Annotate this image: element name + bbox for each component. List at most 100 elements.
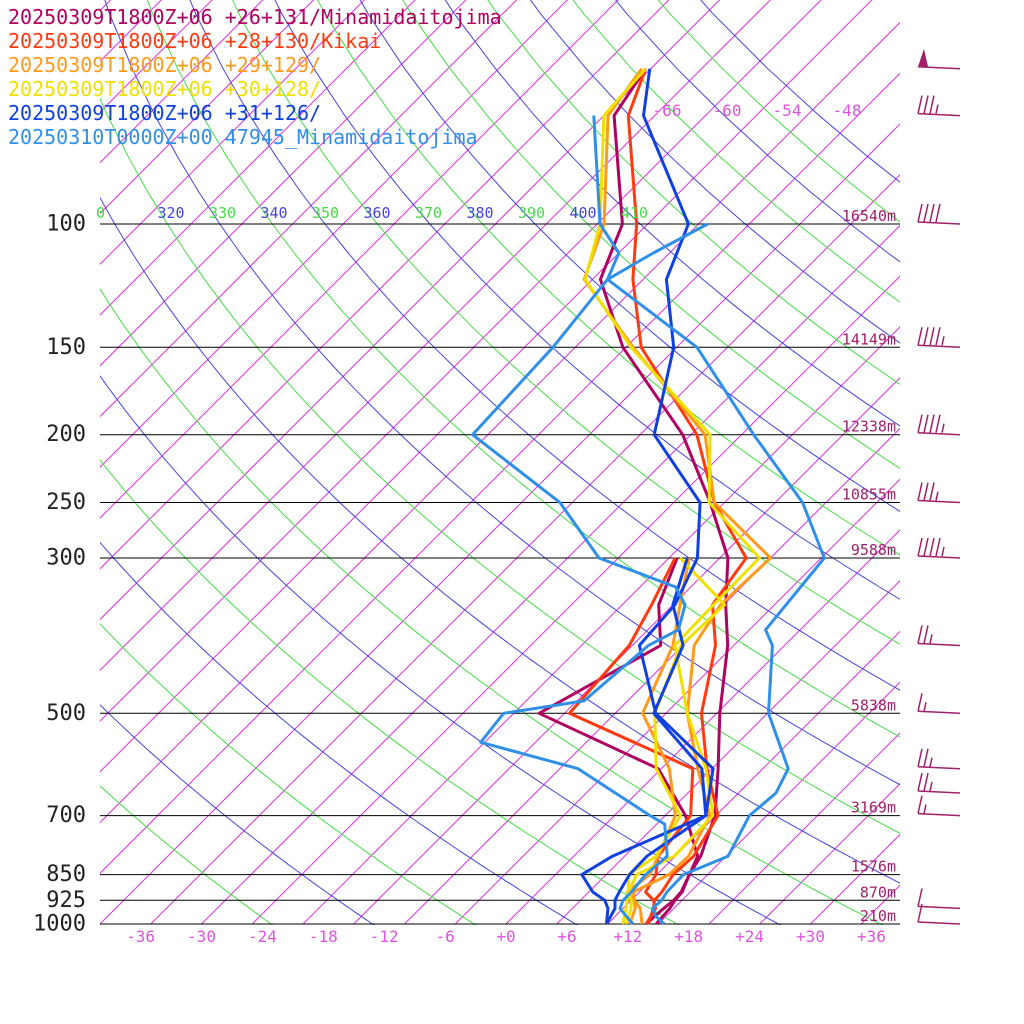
wind-barb-flag	[917, 748, 923, 767]
temperature-tick-label: -6	[435, 927, 454, 946]
temperature-tick-label: +0	[496, 927, 515, 946]
dry-adiabat-line	[189, 0, 900, 691]
theta-label: 340	[261, 204, 288, 222]
theta-label: 410	[621, 204, 648, 222]
theta-label: 400	[570, 204, 597, 222]
wind-barb-half-flag	[929, 781, 933, 792]
theta-label: 370	[415, 204, 442, 222]
dry-adiabat-lines	[100, 0, 900, 925]
wind-barb-flag	[917, 795, 923, 814]
height-labels: 16540m 14149m 12338m 10855m 9588m 5838m 3169m 1…	[842, 207, 896, 925]
wind-barb	[917, 48, 961, 70]
dry-adiabat-line	[100, 541, 579, 925]
wind-barb-flag	[923, 772, 929, 792]
isotherm-line	[556, 580, 900, 925]
dry-adiabat-line	[100, 459, 680, 925]
wind-barb-half-flag	[941, 546, 945, 557]
temperature-tick-label: -18	[309, 927, 338, 946]
wind-barb-flag	[929, 95, 935, 114]
dewpoint-profile-line	[621, 556, 727, 925]
isotherm-line	[404, 427, 900, 925]
isotherm-line	[100, 0, 416, 316]
temperature-tick-label: -36	[126, 927, 155, 946]
wind-barb-flag	[935, 327, 941, 346]
legend-entry: 20250309T1800Z+06 +29+129/	[8, 53, 321, 77]
pressure-tick-label: 700	[46, 803, 86, 828]
wind-barb-flag	[923, 625, 929, 644]
isotherm-line	[454, 478, 900, 925]
isotherm-line	[100, 0, 315, 215]
isotherm-line	[251, 275, 900, 925]
isotherm-line	[100, 123, 900, 925]
height-label: 1576m	[851, 858, 896, 876]
dry-adiabat-line	[146, 0, 900, 738]
dry-adiabat-line	[100, 196, 900, 884]
pressure-tick-label: 1000	[33, 912, 86, 937]
pressure-tick-label: 150	[46, 335, 86, 360]
wind-barb	[917, 748, 961, 770]
isotherm-line	[963, 0, 1024, 924]
isotherm-line	[100, 0, 822, 722]
wind-barb-shaft	[917, 812, 961, 817]
wind-barb-flag	[929, 327, 935, 346]
dry-adiabat-line	[232, 0, 900, 645]
wind-barbs	[917, 48, 961, 925]
temperature-tick-label: -30	[187, 927, 216, 946]
pressure-tick-label: 300	[46, 545, 86, 570]
isotherm-line	[912, 0, 1024, 924]
isotherm-line	[302, 326, 900, 925]
wind-barb-flag	[923, 748, 929, 767]
legend-entry: 20250309T1800Z+06 +26+131/Minamidaitojim…	[8, 5, 502, 29]
legend-entry: 20250309T1800Z+06 +31+126/	[8, 101, 321, 125]
wind-barb-shaft	[917, 499, 961, 504]
isotherm-line	[607, 630, 900, 925]
temperature-tick-label: +6	[557, 927, 576, 946]
wind-barb	[917, 95, 961, 117]
dry-adiabat-line	[100, 704, 375, 925]
dry-adiabat-line	[100, 623, 477, 925]
wind-barb-flag	[923, 203, 929, 223]
wind-barb-flag	[923, 414, 929, 433]
dry-adiabat-line	[317, 0, 900, 556]
wind-barb-pennant	[918, 48, 928, 67]
wind-barb-shaft	[917, 710, 961, 715]
temperature-tick-label: -24	[248, 927, 277, 946]
temperature-profile-line	[605, 68, 715, 925]
wind-barb-flag	[923, 537, 929, 557]
pressure-tick-label: 500	[46, 701, 86, 726]
temperature-tick-label: +30	[796, 927, 825, 946]
wind-barb-shaft	[917, 905, 961, 910]
upper-temperature-label: -54	[773, 101, 802, 120]
isotherm-lines	[100, 0, 1024, 925]
temperature-profile-line	[626, 68, 748, 925]
isotherm-line	[1014, 0, 1024, 924]
isotherm-line	[100, 72, 900, 874]
temperature-tick-label: +36	[857, 927, 886, 946]
wind-barb-flag	[929, 537, 935, 557]
wind-barb	[917, 888, 961, 910]
theta-label: 360	[364, 204, 391, 222]
wind-barb-shaft	[917, 431, 961, 436]
isotherm-line	[100, 0, 619, 519]
legend: 20250309T1800Z+06 +26+131/Minamidaitojim…	[8, 5, 502, 149]
wind-barb-shaft	[917, 112, 961, 117]
wind-barb-flag	[917, 693, 923, 712]
wind-barb-flag	[935, 537, 941, 557]
temperature-tick-label: +18	[674, 927, 703, 946]
isobar-lines	[100, 223, 900, 925]
isotherm-line	[100, 0, 518, 418]
dry-adiabat-line	[274, 0, 900, 600]
dry-adiabat-line	[359, 0, 900, 512]
wind-barb-half-flag	[929, 634, 933, 644]
temperature-tick-label: -12	[370, 927, 399, 946]
height-label: 10855m	[842, 486, 896, 504]
isotherm-line	[100, 0, 721, 621]
theta-label: 380	[467, 204, 494, 222]
isotherm-line	[100, 0, 670, 570]
legend-entry: 20250310T0000Z+00 47945_Minamidaitojima	[8, 125, 478, 149]
isotherm-line	[201, 224, 900, 925]
wind-barb-shaft	[917, 65, 961, 70]
wind-barb-shaft	[917, 765, 961, 770]
